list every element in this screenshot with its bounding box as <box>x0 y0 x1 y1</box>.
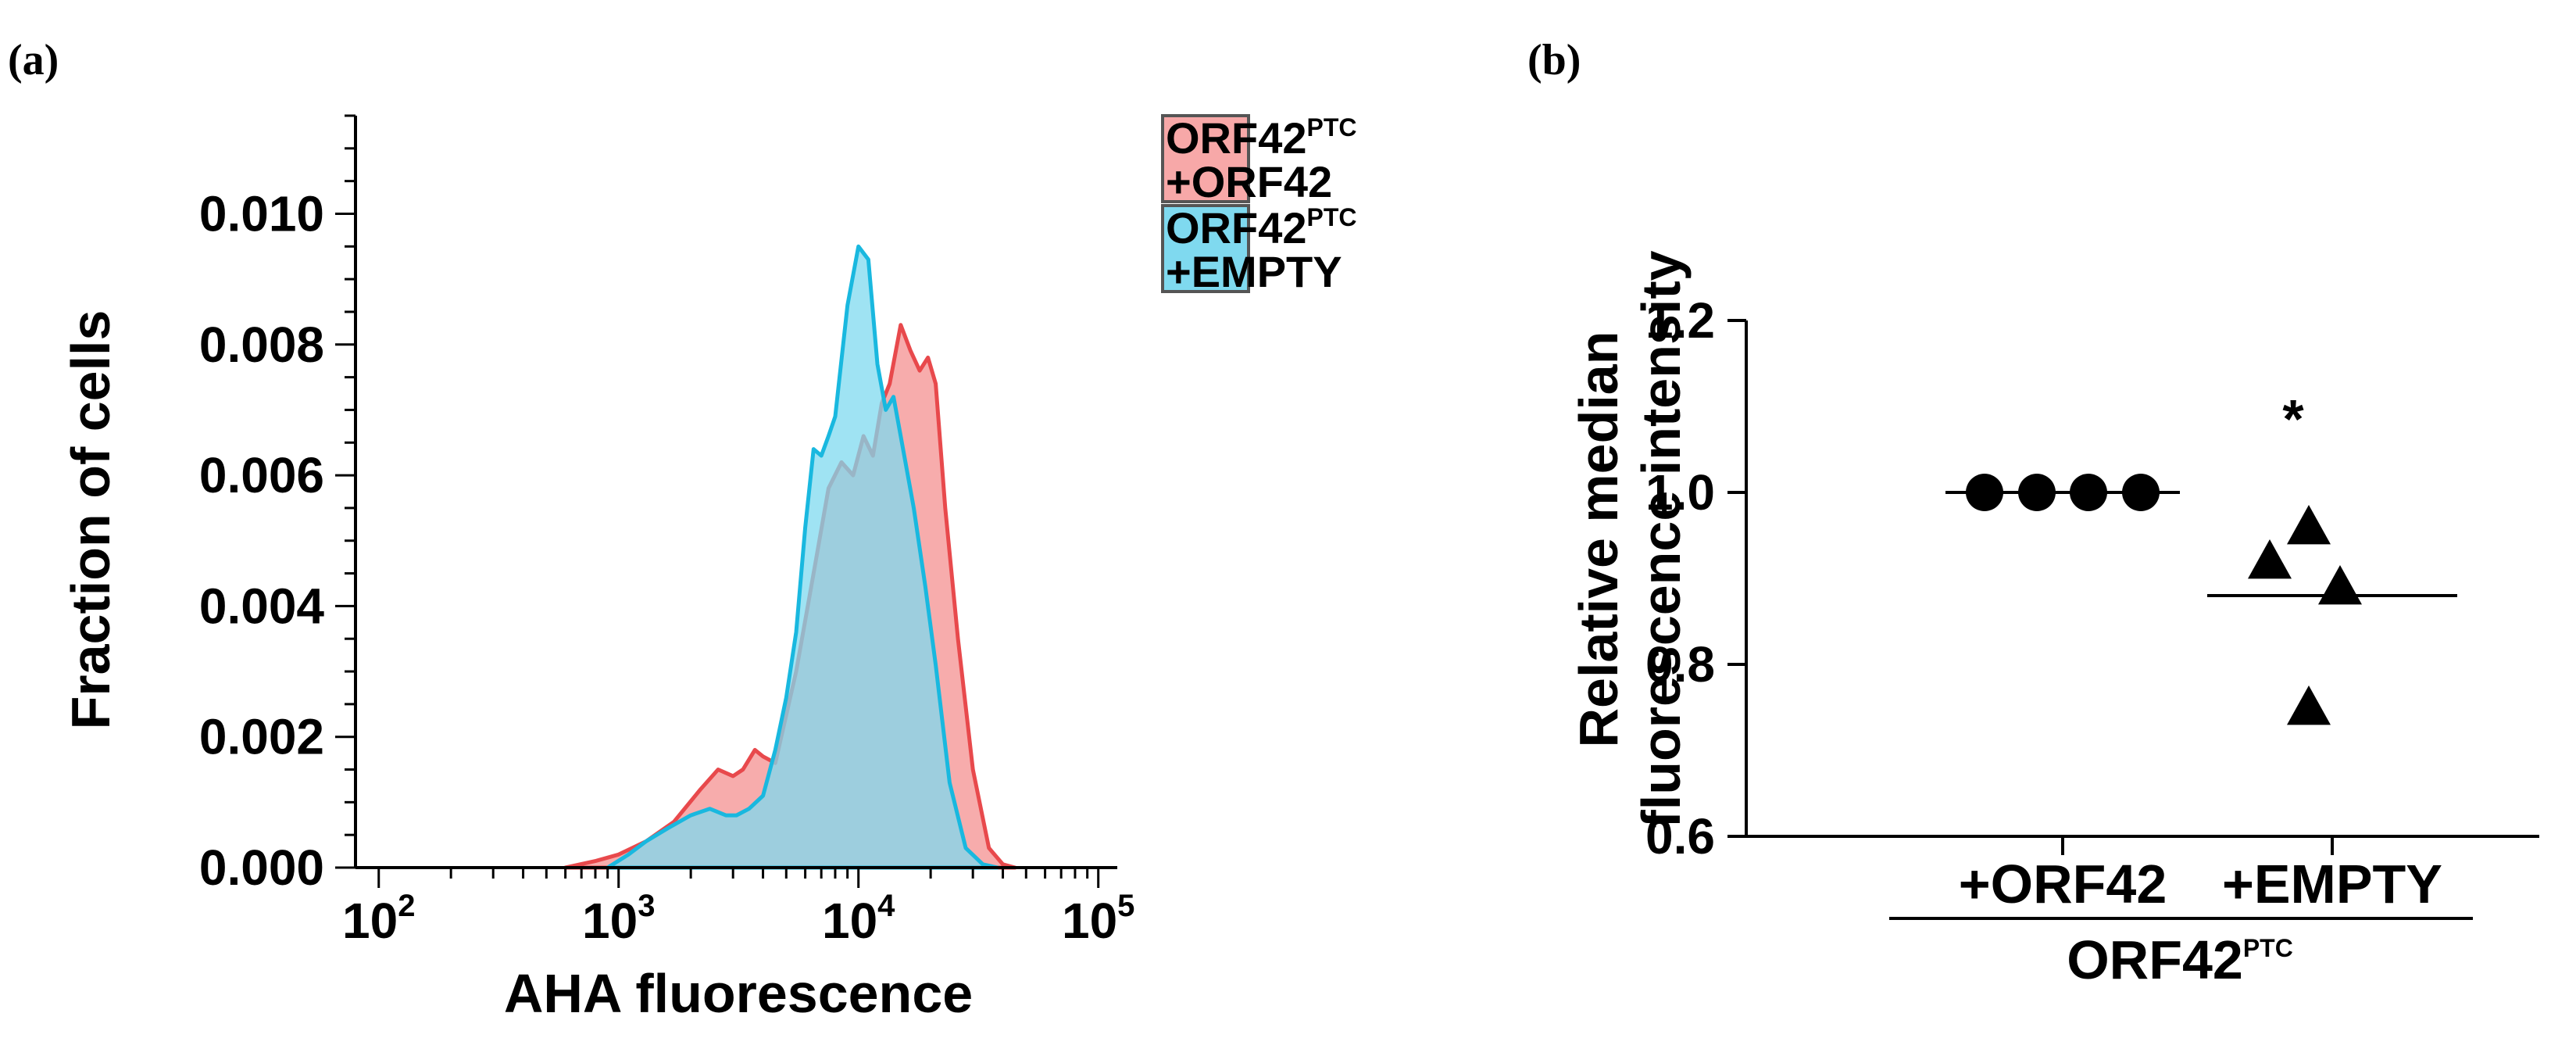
scatter-y-tick-label: 1.2 <box>1645 292 1715 349</box>
legend-label-line2: +EMPTY <box>1166 247 1342 296</box>
significance-asterisk: * <box>2282 388 2304 449</box>
scatter-point-triangle <box>2248 539 2292 579</box>
histogram-x-tick-base: 10 <box>1062 893 1117 949</box>
scatter-y-tick-label: 1.0 <box>1645 464 1715 521</box>
histogram-y-axis-title: Fraction of cells <box>60 310 121 730</box>
scatter-y-axis-title-line1: Relative median <box>1568 331 1629 748</box>
histogram-y-tick-label: 0.008 <box>199 317 324 373</box>
legend-swatch-empty <box>1161 204 1250 293</box>
histogram-x-tick-label: 104 <box>822 889 895 949</box>
histogram-x-tick-exponent: 5 <box>1117 889 1134 923</box>
scatter-points-layer: * <box>1945 388 2457 725</box>
scatter-group-label: ORF42PTC <box>2067 929 2293 990</box>
scatter-y-tick-label: 0.8 <box>1645 636 1715 693</box>
scatter-point-triangle <box>2318 565 2362 605</box>
histogram-y-tick-label: 0.000 <box>199 839 324 896</box>
legend-label-main: ORF42 <box>1166 203 1307 252</box>
histogram-series-empty-area <box>606 244 1000 870</box>
legend-label-line1: ORF42PTC <box>1166 113 1357 163</box>
histogram-x-tick-label: 105 <box>1062 889 1134 949</box>
scatter-x-tick-label: +ORF42 <box>1959 854 2167 915</box>
legend-swatch-orf42 <box>1161 114 1250 203</box>
legend-label-line1: ORF42PTC <box>1166 203 1357 252</box>
histogram-y-tick-label: 0.004 <box>199 578 325 634</box>
histogram-x-tick-exponent: 2 <box>398 889 415 923</box>
scatter-x-tick-label: +EMPTY <box>2222 854 2442 915</box>
histogram-x-tick-label: 102 <box>342 889 415 949</box>
scatter-point-triangle <box>2287 505 2331 545</box>
histogram-x-tick-base: 10 <box>582 893 638 949</box>
scatter-group-label-sup: PTC <box>2243 934 2293 962</box>
histogram-y-tick-label: 0.006 <box>199 447 324 503</box>
scatter-point-triangle <box>2287 685 2331 725</box>
legend-label-main: ORF42 <box>1166 113 1307 163</box>
histogram-x-tick-label: 103 <box>582 889 655 949</box>
scatter-y-axis-title-line2: fluorescence intensity <box>1631 250 1692 828</box>
histogram-x-tick-exponent: 3 <box>638 889 655 923</box>
scatter-axes: 0.6 0.8 1.0 1.2 +ORF42 +EMPTY <box>1645 292 2539 915</box>
histogram-x-axis-title: AHA fluorescence <box>504 963 973 1024</box>
legend-label-sup: PTC <box>1307 203 1357 231</box>
histogram-x-tick-base: 10 <box>822 893 877 949</box>
histogram-y-tick-label: 0.002 <box>199 709 324 765</box>
panel-b-label: (b) <box>1527 36 1581 84</box>
histogram-y-tick-label: 0.010 <box>199 185 324 242</box>
scatter-group-label-main: ORF42 <box>2067 929 2243 990</box>
scatter-chart: 0.6 0.8 1.0 1.2 +ORF42 +EMPTY * Relative medi… <box>1568 250 2539 990</box>
histogram-x-tick-exponent: 4 <box>877 889 895 923</box>
legend-label-line2: +ORF42 <box>1166 157 1332 206</box>
histogram-x-tick-base: 10 <box>342 893 398 949</box>
legend-label-sup: PTC <box>1307 113 1357 141</box>
histogram-series-layer <box>563 244 1017 870</box>
panel-a-label: (a) <box>8 36 59 84</box>
scatter-y-tick-label: 0.6 <box>1645 808 1715 864</box>
